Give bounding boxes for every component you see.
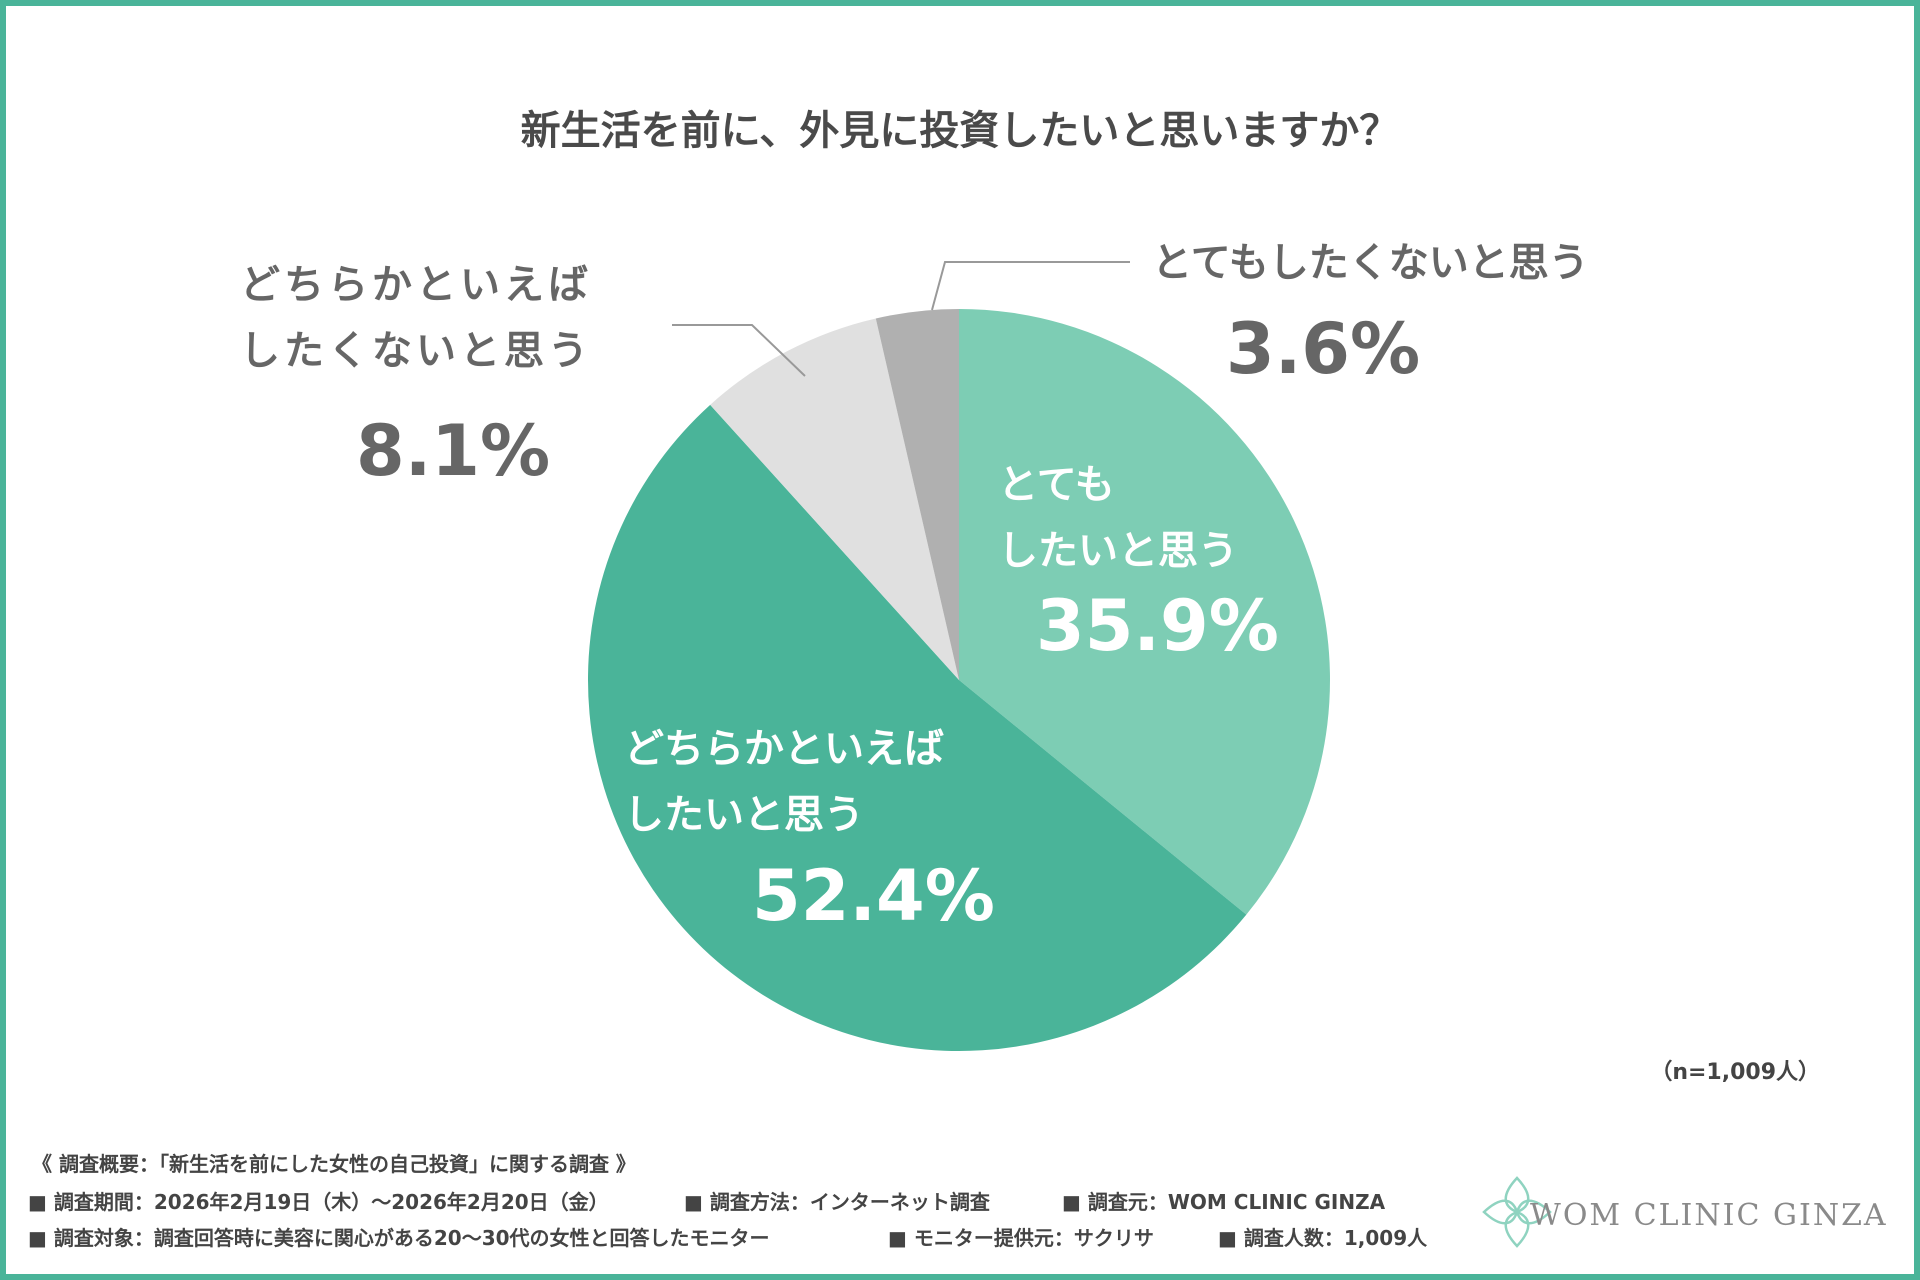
footer-item: ■ 調査方法：インターネット調査 — [684, 1190, 990, 1214]
footer-item: ■ 調査人数：1,009人 — [1218, 1226, 1428, 1250]
slice-value-s2: 8.1% — [356, 410, 551, 492]
slice-label-s0: とても したいと思う — [998, 452, 1238, 584]
slice-label-line: どちらかといえば — [624, 726, 944, 772]
slice-value-s1: 52.4% — [752, 855, 995, 937]
pie-slice-2 — [710, 318, 959, 680]
footer-item: ■ 調査元：WOM CLINIC GINZA — [1062, 1190, 1386, 1214]
leader-line-s2 — [672, 324, 806, 377]
slice-label-line: したいと思う — [624, 792, 864, 838]
slice-label-line: とても — [998, 462, 1115, 508]
logo-text: WOM CLINIC GINZA — [1530, 1198, 1888, 1233]
pie-slice-1 — [587, 404, 1247, 1052]
pie-slice-0 — [959, 309, 1330, 915]
slice-value-s0: 35.9% — [1036, 585, 1279, 667]
footer-heading: 《 調査概要：「新生活を前にした女性の自己投資」に関する調査 》 — [32, 1152, 636, 1176]
footer-item: ■ 調査対象：調査回答時に美容に関心がある20～30代の女性と回答したモニター — [28, 1226, 770, 1250]
footer-item: ■ モニター提供元：サクリサ — [888, 1226, 1154, 1250]
logo-mark-icon — [1482, 1176, 1552, 1248]
slice-label-line: どちらかといえば — [240, 262, 592, 308]
slice-label-s1: どちらかといえば したいと思う — [624, 716, 944, 848]
slice-label-s2: どちらかといえば したくないと思う — [240, 252, 592, 384]
slice-value-s3: 3.6% — [1226, 308, 1421, 390]
footer-item: ■ 調査期間：2026年2月19日（木）～2026年2月20日（金） — [28, 1190, 609, 1214]
sample-size: （n=1,009人） — [1650, 1060, 1820, 1085]
chart-title: 新生活を前に、外見に投資したいと思いますか？ — [520, 108, 1400, 154]
leader-line-s3 — [931, 261, 1130, 311]
slice-label-line: したいと思う — [998, 528, 1238, 574]
slice-label-line: したくないと思う — [240, 328, 592, 374]
slice-label-s3: とてもしたくないと思う — [1152, 240, 1589, 286]
pie-slice-3 — [875, 309, 959, 680]
